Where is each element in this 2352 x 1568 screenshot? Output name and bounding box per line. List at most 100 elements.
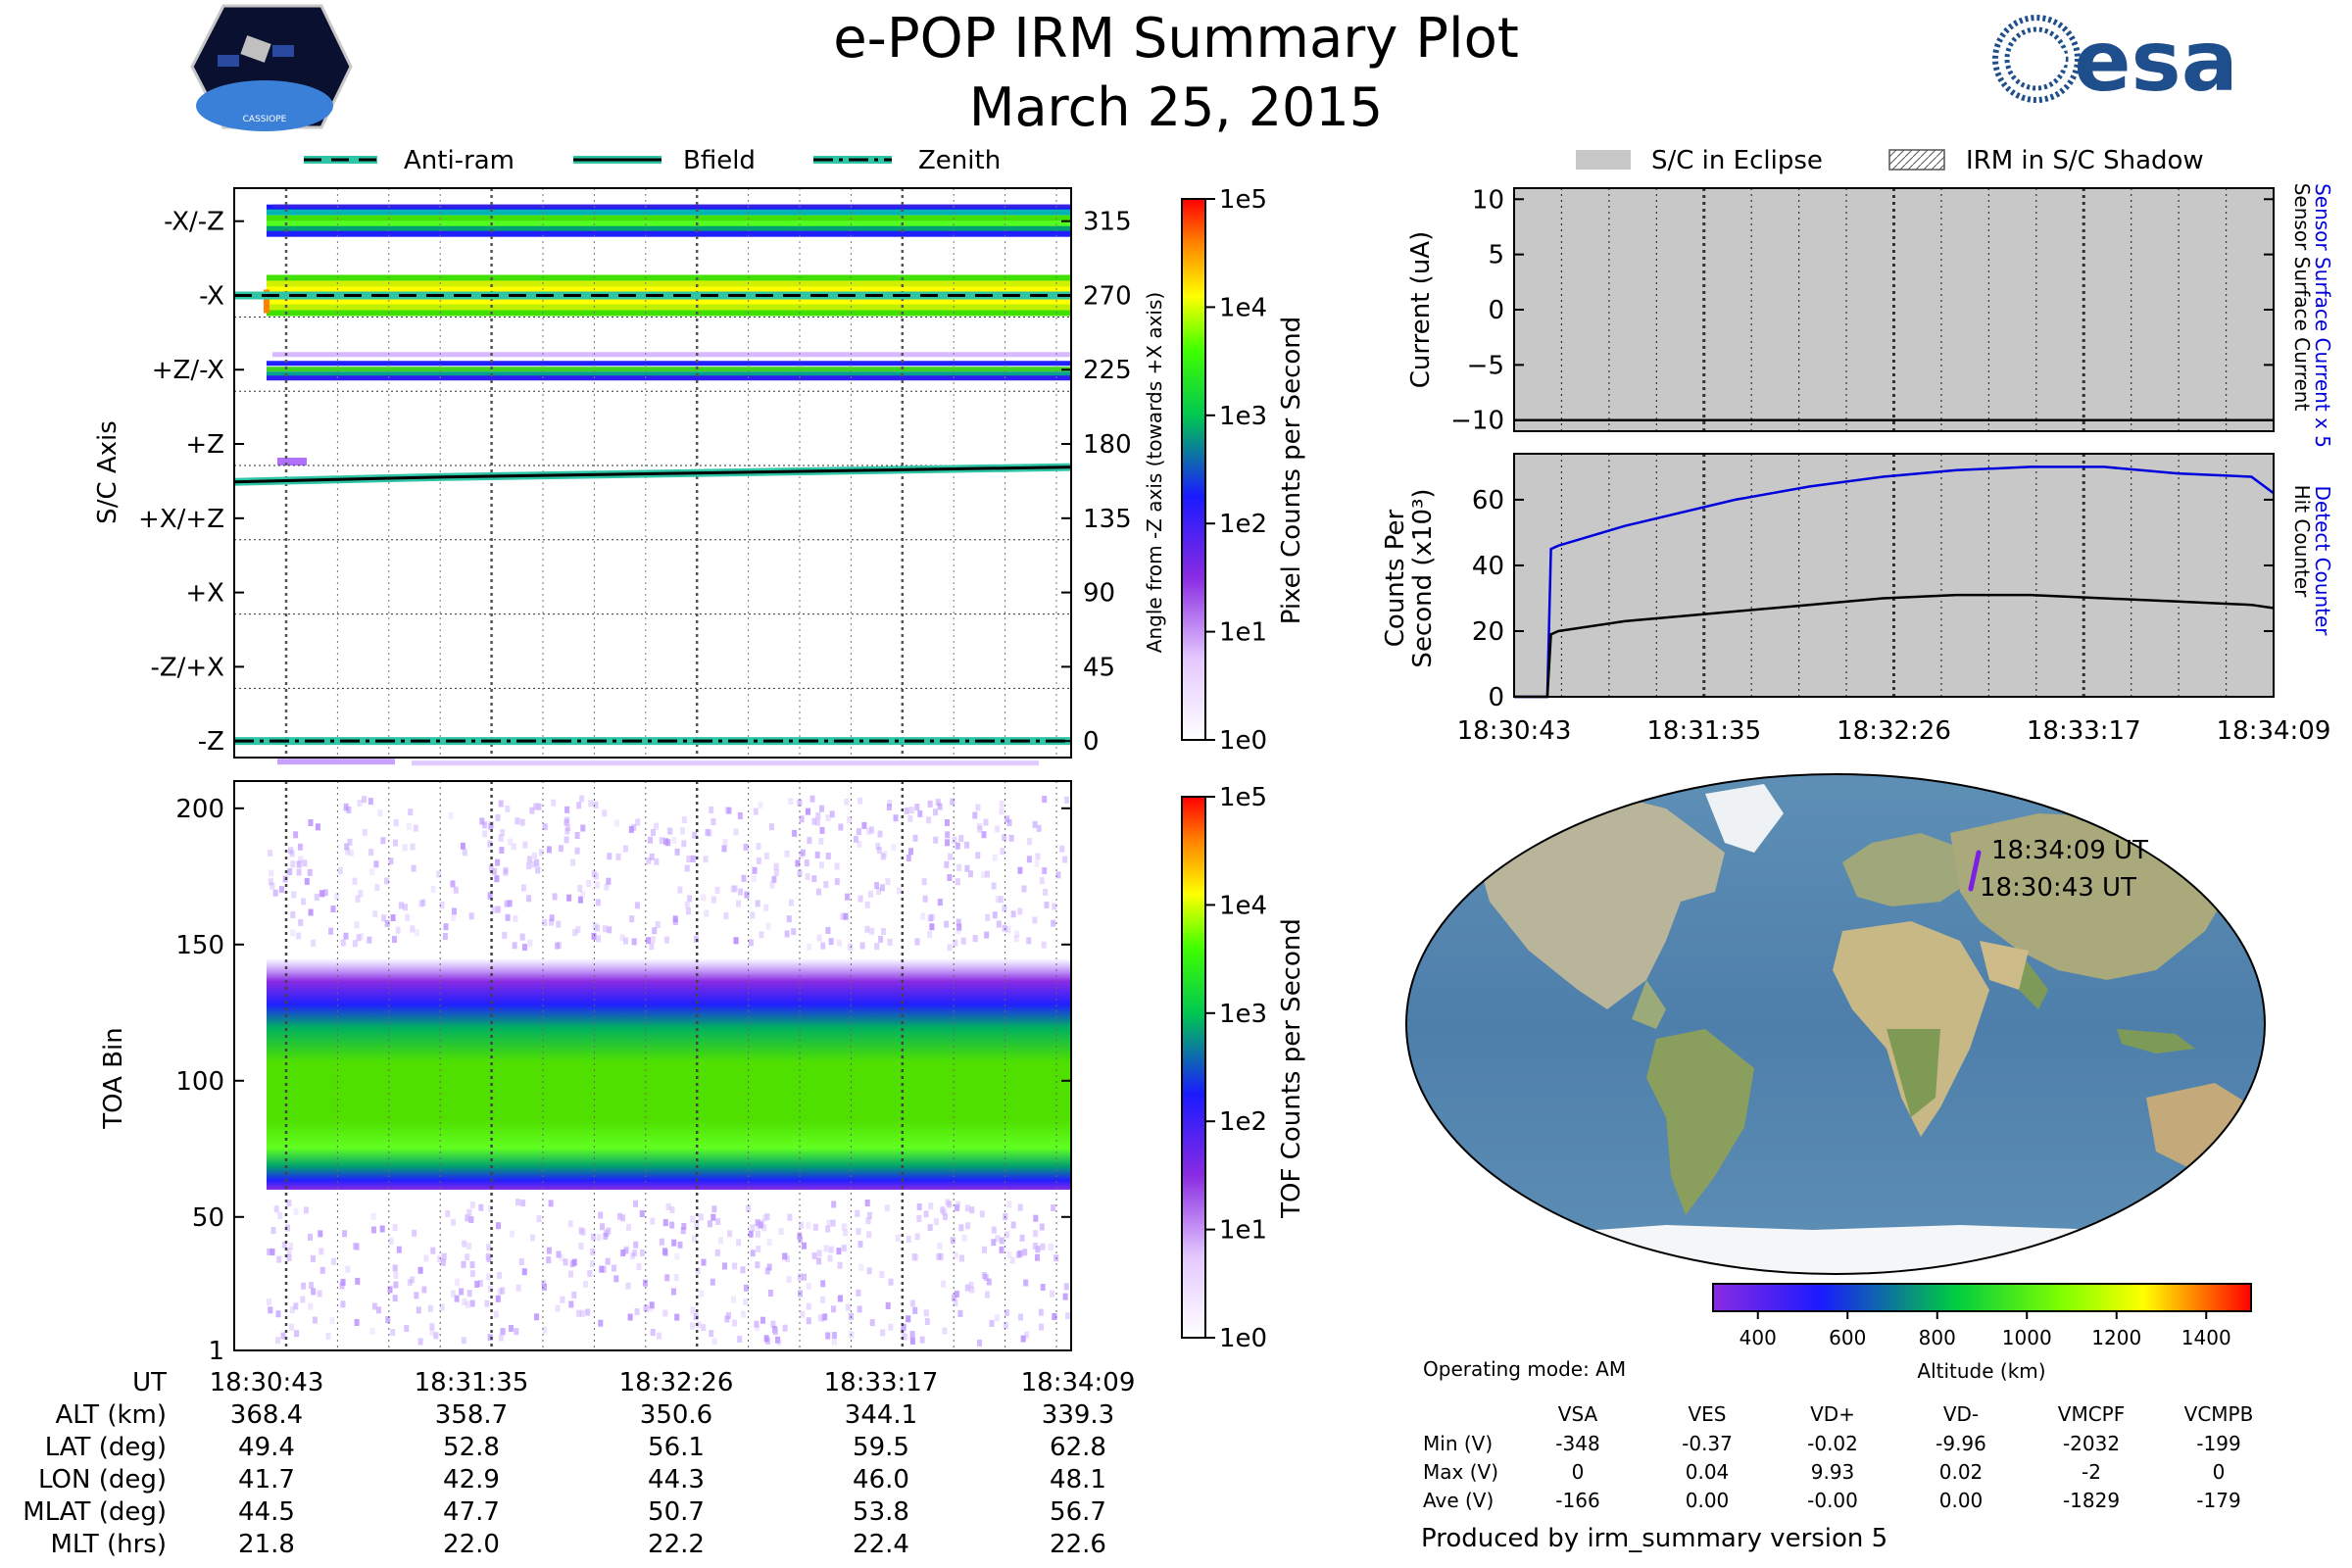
ephemeris-cell: 350.6 [640,1400,712,1430]
toa-speckle-cell [944,860,950,868]
toa-speckle-cell [479,817,485,825]
sc-band-x-row [267,274,1071,281]
toa-speckle-cell [885,878,891,886]
toa-speckle-cell [696,1321,702,1329]
sc-band-zx-row [267,367,1071,372]
counts-ytick-label: 20 [1472,617,1504,647]
pixel-colorbar-tick-label: 1e1 [1219,618,1267,648]
toa-speckle-cell [494,875,500,883]
toa-speckle-cell [1059,845,1065,853]
toa-speckle-cell [841,1245,847,1252]
toa-speckle-cell [646,857,652,864]
toa-speckle-cell [906,1236,911,1243]
toa-band [267,957,1071,1190]
voltage-row-label: Ave (V) [1423,1489,1494,1512]
toa-speckle-cell [972,811,978,819]
toa-speckle-cell [927,914,933,922]
voltage-col-header: VES [1688,1402,1726,1426]
current-ytick-labels: 10 5 0 −5 −10 [1450,185,2274,436]
toa-speckle-cell [339,1282,345,1290]
toa-speckle-cell [968,1281,974,1289]
toa-speckle-cell [465,1253,470,1261]
toa-speckle-cell [298,856,304,863]
toa-speckle-cell [754,1320,760,1328]
toa-speckle-cell [933,836,939,844]
toa-speckle-cell [440,1258,446,1266]
toa-speckle-cell [814,851,820,858]
toa-speckle-cell [681,1222,687,1230]
toa-speckle-cell [634,1308,640,1315]
toa-speckle-cell [744,1284,749,1292]
toa-speckle-cell [924,1318,930,1325]
toa-speckle-cell [296,932,302,940]
toa-speckle-cell [318,890,324,898]
toa-speckle-cell [975,852,981,859]
toa-speckle-cell [1052,1313,1057,1320]
toa-speckle-cell [916,1203,922,1210]
ephemeris-cell: 22.0 [443,1530,500,1559]
toa-speckle-cell [345,848,351,856]
toa-speckle-cell [888,1278,894,1286]
toa-speckle-cell [453,886,459,894]
toa-speckle-cell [690,1215,696,1223]
toa-speckle-cell [466,1290,472,1298]
current-ytick-label: 5 [1488,241,1504,270]
toa-speckle-cell [726,807,732,814]
current-ytick-label: 10 [1472,185,1504,215]
toa-speckle-cell [629,915,635,923]
sc-band-x-row [267,310,1071,317]
toa-speckle-cell [791,928,797,936]
toa-speckle-cell [687,895,693,903]
voltage-cell: -0.37 [1682,1432,1733,1455]
ephemeris-cell: 18:31:35 [415,1368,529,1397]
toa-speckle-cell [534,1313,540,1321]
toa-speckle-cell [764,1213,770,1221]
toa-speckle-cell [579,795,585,803]
toa-speckle-cell [650,1329,656,1336]
altitude-colorbar-tick-label: 600 [1829,1326,1866,1349]
toa-speckle-cell [318,1248,324,1255]
toa-speckle-cell [845,893,851,901]
toa-speckle-cell [556,920,562,928]
toa-speckle-cell [764,1267,770,1275]
toa-speckle-cell [755,1324,760,1332]
toa-speckle-cell [758,1221,763,1229]
toa-speckle-cell [343,932,349,940]
toa-speckle-cell [845,1303,851,1311]
toa-speckle-cell [886,804,892,810]
toa-speckle-cell [904,807,909,814]
voltage-cell: 9.93 [1811,1460,1855,1484]
toa-speckle-cell [504,900,510,907]
toa-speckle-cell [959,1254,964,1262]
toa-speckle-cell [690,1306,696,1314]
toa-speckle-cell [820,942,826,950]
sc-band-xz-edge [272,204,1071,208]
toa-speckle-cell [529,807,535,814]
toa-speckle-cell [865,1217,871,1225]
toa-speckle-cell [468,1216,474,1224]
voltage-cell: -9.96 [1936,1432,1986,1455]
toa-speckle-cell [964,1204,970,1212]
toa-speckle-cell [492,867,498,875]
toa-speckle-cell [730,885,736,893]
toa-speckle-cell [763,1335,769,1343]
toa-speckle-cell [826,1219,832,1227]
toa-speckle-cell [1038,1308,1044,1316]
toa-speckle-cell [388,1238,394,1246]
toa-speckle-cell [1040,1284,1046,1291]
sc-axis-angle-tick-label: 180 [1083,430,1132,460]
toa-speckle-cell [441,1252,447,1260]
toa-speckle-cell [309,1282,314,1290]
toa-speckle-cell [985,913,991,921]
toa-speckle-cell [521,884,526,892]
toa-speckle-cell [659,1238,664,1246]
toa-speckle-cell [606,877,612,885]
toa-speckle-cell [455,1278,461,1286]
toa-speckle-cell [911,1253,917,1260]
toa-speckle-cell [847,816,853,824]
toa-speckle-cell [732,1319,738,1327]
toa-speckle-cell [1044,902,1050,908]
ephemeris-cell: 41.7 [238,1465,295,1494]
sc-band-x-row [267,298,1071,305]
toa-speckle-cell [273,1205,279,1213]
